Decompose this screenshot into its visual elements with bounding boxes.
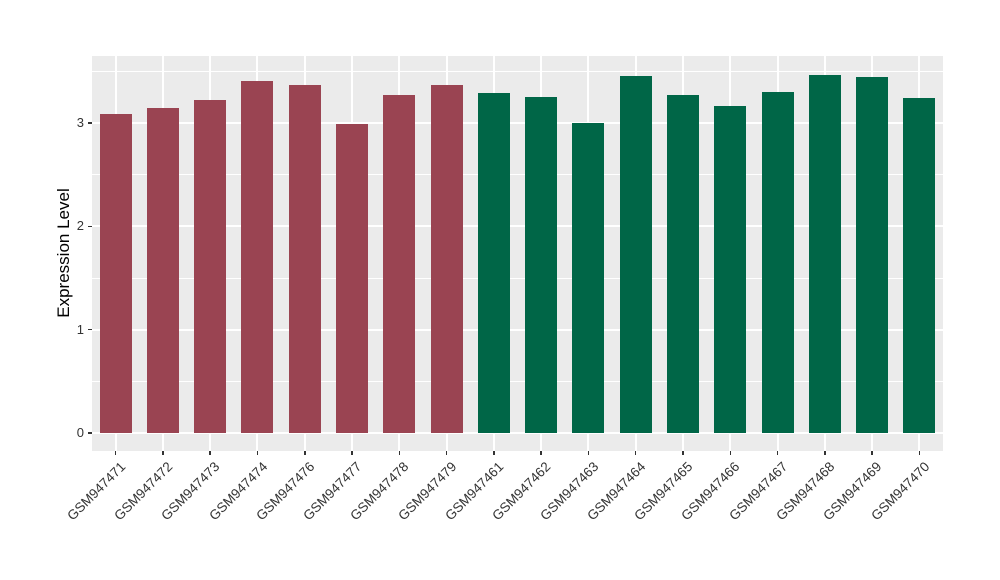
bar [99, 113, 132, 433]
minor-gridline [92, 380, 943, 382]
x-tick-mark [256, 451, 259, 455]
bar [666, 95, 699, 433]
x-tick-mark [351, 451, 353, 455]
x-tick-mark [398, 451, 401, 455]
major-gridline [92, 225, 943, 228]
bar [146, 107, 179, 433]
bar [477, 93, 510, 433]
y-tick-mark [88, 225, 92, 228]
x-tick-mark [729, 451, 731, 455]
minor-gridline [92, 277, 943, 279]
x-tick-mark [114, 451, 117, 455]
x-tick-mark [445, 451, 448, 455]
plot-panel [92, 56, 943, 451]
y-tick-mark [88, 122, 92, 124]
y-tick-label: 0 [76, 424, 84, 440]
x-tick-mark [682, 451, 684, 455]
x-tick-mark [634, 451, 637, 455]
x-tick-mark [304, 451, 306, 455]
x-tick-mark [493, 451, 495, 455]
bar [572, 123, 605, 433]
x-tick-mark [162, 451, 164, 455]
y-tick-label: 3 [76, 115, 84, 131]
x-tick-mark [824, 451, 826, 455]
y-axis-title-text: Expression Level [54, 188, 73, 318]
y-tick-mark [88, 432, 92, 434]
bar [194, 100, 227, 433]
bar [288, 84, 321, 433]
x-tick-mark [871, 451, 873, 455]
bar [808, 74, 841, 433]
bar [903, 98, 936, 433]
x-tick-mark [776, 451, 779, 455]
x-tick-mark [918, 451, 921, 455]
bar [383, 95, 416, 433]
x-tick-mark [209, 451, 211, 455]
major-gridline [92, 122, 943, 125]
bar [241, 80, 274, 433]
minor-gridline [92, 174, 943, 176]
y-tick-mark [88, 328, 92, 331]
bar [856, 76, 889, 433]
major-gridline [92, 431, 943, 434]
major-gridline [92, 328, 943, 331]
bar [761, 92, 794, 433]
bar [619, 75, 652, 433]
bar [430, 84, 463, 433]
bar [525, 97, 558, 433]
y-tick-label: 2 [76, 218, 84, 234]
bar [714, 105, 747, 433]
y-tick-label: 1 [76, 321, 84, 337]
x-tick-mark [540, 451, 542, 455]
bar [336, 124, 369, 433]
minor-gridline [92, 70, 943, 72]
x-tick-mark [587, 451, 590, 455]
